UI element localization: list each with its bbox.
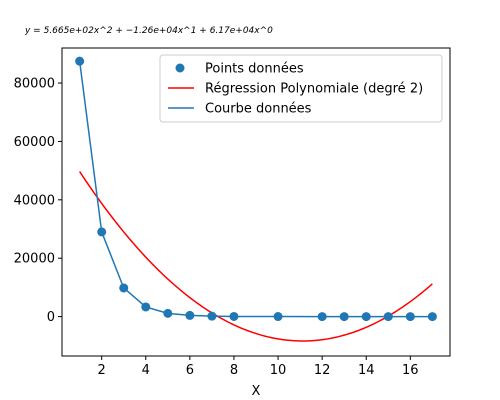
x-axis-label: X	[252, 384, 261, 399]
data-point	[75, 56, 85, 66]
x-axis-ticks: 2 4 6 8 10 12 14 16	[98, 356, 419, 378]
legend-box	[159, 54, 443, 123]
data-point	[317, 312, 327, 322]
x-tick-label: 2	[98, 363, 106, 378]
data-point	[361, 312, 371, 322]
legend-entry-label: Courbe données	[205, 102, 312, 117]
data-point	[229, 311, 239, 321]
x-tick-label: 8	[230, 363, 238, 378]
x-tick-label: 16	[402, 363, 419, 378]
y-tick-label: 40000	[14, 193, 55, 208]
data-point	[119, 283, 129, 293]
x-tick-label: 10	[270, 363, 287, 378]
data-point	[163, 308, 173, 318]
y-tick-label: 20000	[14, 252, 55, 267]
x-tick-label: 14	[358, 363, 375, 378]
data-point	[207, 311, 217, 321]
data-point	[185, 310, 195, 320]
legend-entry-label: Points données	[205, 62, 304, 77]
data-point	[339, 312, 349, 322]
plot-frame	[61, 47, 451, 357]
legend: Points données Régression Polynomiale (de…	[159, 54, 443, 123]
data-point	[273, 312, 283, 322]
regression-curve-line	[79, 171, 433, 342]
legend-marker-scatter	[175, 63, 185, 73]
y-tick-label: 60000	[14, 135, 55, 150]
y-axis-ticks: 0 20000 40000 60000 80000	[14, 77, 62, 325]
data-point	[405, 312, 415, 322]
x-tick-label: 4	[142, 363, 150, 378]
y-tick-label: 80000	[14, 77, 55, 92]
plot-content	[75, 56, 437, 342]
data-point	[383, 312, 393, 322]
y-tick-label: 0	[47, 310, 55, 325]
legend-entry-label: Régression Polynomiale (degré 2)	[205, 82, 423, 97]
x-tick-label: 6	[186, 363, 194, 378]
chart-title: y = 5.665e+02x^2 + −1.26e+04x^1 + 6.17e+…	[24, 26, 273, 36]
data-point	[97, 227, 107, 237]
data-point	[427, 312, 437, 322]
data-point	[141, 302, 151, 312]
axes	[61, 47, 451, 357]
x-tick-label: 12	[314, 363, 331, 378]
